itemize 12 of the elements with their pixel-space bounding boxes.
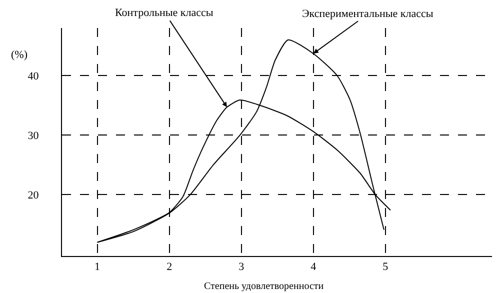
x-tick-label: 5 [382, 261, 389, 274]
x-tick-label: 2 [166, 261, 172, 274]
annotation: Экспериментальные классы [302, 8, 434, 20]
annotation: Контрольные классы [115, 7, 214, 19]
x-axis-title: Степень удовлетворенности [204, 281, 324, 292]
x-tick-label: 4 [310, 261, 317, 274]
y-tick-label: 20 [28, 190, 40, 202]
y-tick-label: 40 [28, 70, 40, 82]
y-axis-title: (%) [11, 49, 28, 61]
x-tick-label: 1 [94, 261, 100, 274]
y-tick-label: 30 [28, 130, 40, 142]
x-tick-label: 3 [238, 261, 245, 274]
